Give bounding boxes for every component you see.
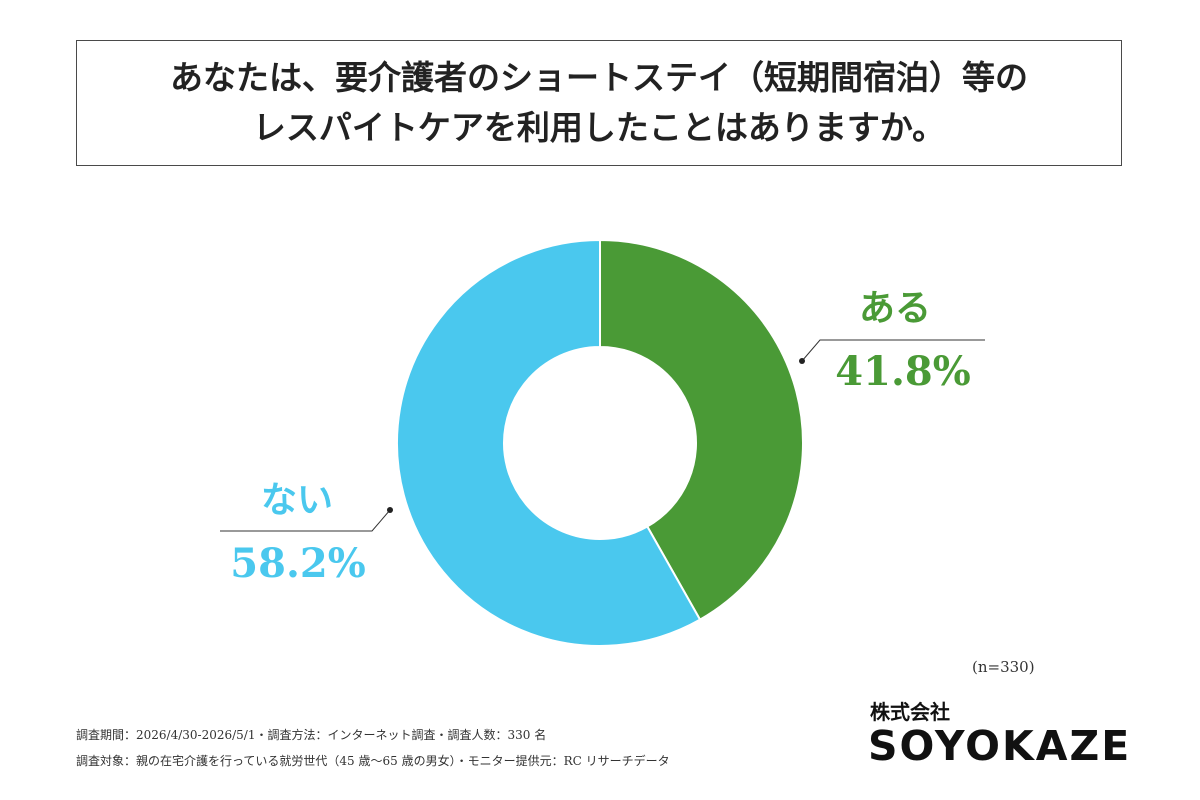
leader-lines [220, 339, 985, 532]
sample-size-label: (n=330) [972, 658, 1035, 676]
company-prefix: 株式会社 [870, 700, 950, 724]
value-label-nai: 58.2% [230, 540, 365, 587]
company-logo: SOYOKAZE [868, 722, 1132, 770]
chart-title-line-1: あなたは、要介護者のショートステイ（短期間宿泊）等の [170, 58, 1028, 97]
value-label-aru: 41.8% [835, 348, 970, 395]
donut-slice-aru [599, 238, 804, 622]
donut-slices [396, 238, 804, 647]
title-box: あなたは、要介護者のショートステイ（短期間宿泊）等の レスパイトケアを利用したこ… [76, 40, 1122, 166]
footnote-survey-method: 調査期間：2026/4/30-2026/5/1・調査方法：インターネット調査・調… [76, 728, 547, 742]
leader-line-aru [801, 339, 985, 362]
leader-line-nai-dot [387, 507, 393, 513]
leader-line-aru-dot [799, 358, 805, 364]
category-label-aru: ある [859, 287, 931, 329]
leader-line-nai [220, 509, 391, 532]
chart-title-line-2: レスパイトケアを利用したことはありますか。 [252, 108, 946, 147]
survey-footnotes: 調査期間：2026/4/30-2026/5/1・調査方法：インターネット調査・調… [76, 722, 670, 774]
footnote-survey-target: 調査対象：親の在宅介護を行っている就労世代（45 歳〜65 歳の男女）・モニター… [76, 754, 670, 768]
category-label-nai: ない [261, 479, 333, 521]
donut-slice-nai [396, 238, 702, 647]
slice-labels: ある 41.8% ない 58.2% [230, 287, 970, 587]
